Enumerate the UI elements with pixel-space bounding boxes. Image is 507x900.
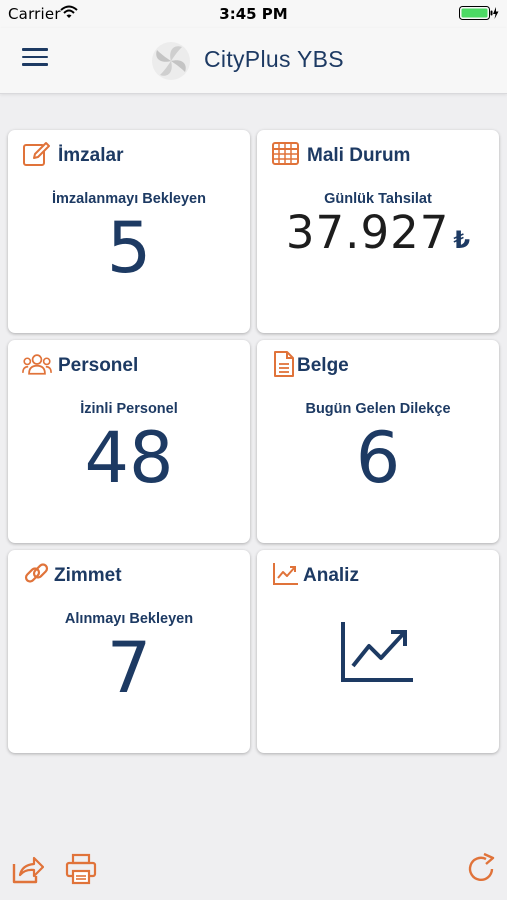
hamburger-menu-icon[interactable] bbox=[22, 48, 48, 70]
card-imzalar[interactable]: İmzalar İmzalanmayı Bekleyen 5 bbox=[8, 130, 250, 333]
card-zimmet-label: Alınmayı Bekleyen bbox=[64, 611, 194, 627]
document-icon bbox=[274, 351, 294, 377]
line-chart-icon bbox=[273, 563, 298, 585]
card-personel-title: Personel bbox=[58, 355, 139, 376]
printer-icon[interactable] bbox=[64, 852, 98, 886]
card-zimmet-title: Zimmet bbox=[54, 565, 122, 586]
card-analiz[interactable]: Analiz bbox=[257, 550, 499, 753]
card-personel[interactable]: Personel İzinli Personel 48 bbox=[8, 340, 250, 543]
card-mali-durum-amount: 37.927 ₺ bbox=[257, 210, 499, 255]
link-chain-icon bbox=[24, 563, 49, 583]
refresh-icon[interactable] bbox=[464, 852, 498, 886]
cityplus-logo-icon bbox=[152, 42, 190, 80]
share-icon[interactable] bbox=[10, 852, 44, 886]
card-belge-title: Belge bbox=[297, 355, 349, 376]
card-personel-value: 48 bbox=[84, 417, 174, 499]
card-belge-value: 6 bbox=[355, 417, 401, 499]
card-imzalar-value: 5 bbox=[106, 207, 152, 289]
battery-charging-icon bbox=[459, 6, 499, 20]
card-belge[interactable]: Belge Bugün Gelen Dilekçe 6 bbox=[257, 340, 499, 543]
app-header: CityPlus YBS bbox=[0, 28, 507, 94]
card-mali-durum-label: Günlük Tahsilat bbox=[324, 191, 432, 207]
app-title: CityPlus YBS bbox=[204, 46, 344, 72]
card-imzalar-title: İmzalar bbox=[58, 145, 124, 166]
status-time: 3:45 PM bbox=[219, 5, 288, 23]
card-mali-durum-value: 37.927 bbox=[285, 206, 450, 259]
users-group-icon bbox=[22, 354, 52, 375]
card-mali-durum-title: Mali Durum bbox=[307, 145, 411, 166]
card-personel-label: İzinli Personel bbox=[80, 401, 178, 417]
card-zimmet[interactable]: Zimmet Alınmayı Bekleyen 7 bbox=[8, 550, 250, 753]
currency-symbol: ₺ bbox=[453, 226, 471, 254]
card-mali-durum[interactable]: Mali Durum Günlük Tahsilat 37.927 ₺ bbox=[257, 130, 499, 333]
card-analiz-title: Analiz bbox=[303, 565, 359, 586]
status-bar: Carrier 3:45 PM bbox=[0, 0, 507, 28]
trend-chart-icon bbox=[341, 622, 413, 682]
card-imzalar-label: İmzalanmayı Bekleyen bbox=[52, 191, 206, 207]
table-grid-icon bbox=[272, 142, 299, 165]
signature-edit-icon bbox=[23, 142, 50, 166]
wifi-icon bbox=[60, 5, 78, 18]
card-belge-label: Bugün Gelen Dilekçe bbox=[305, 401, 451, 417]
carrier-label: Carrier bbox=[8, 5, 61, 23]
card-zimmet-value: 7 bbox=[106, 627, 152, 709]
